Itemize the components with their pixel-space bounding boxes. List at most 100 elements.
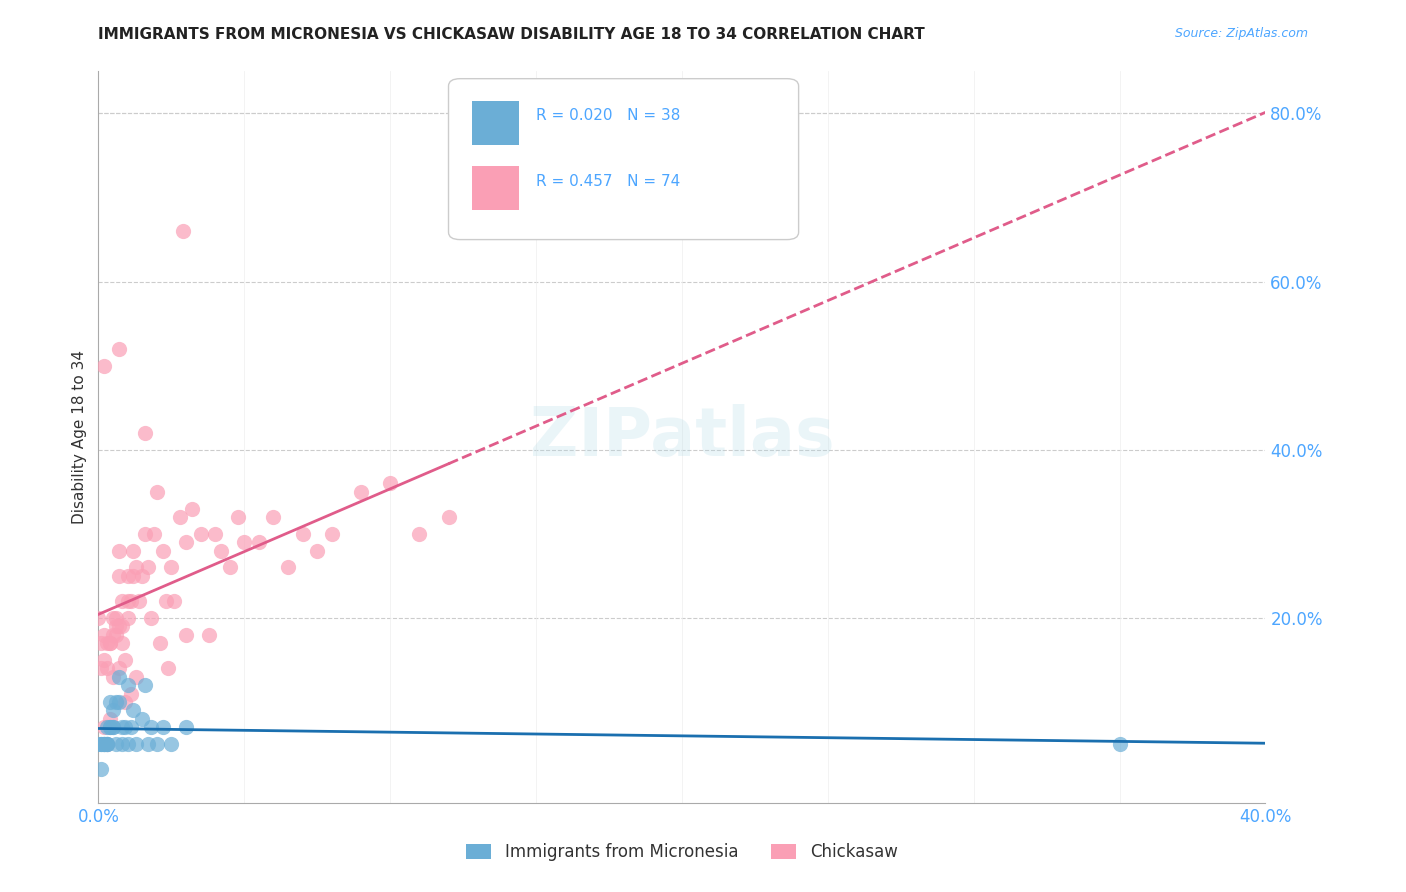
Chickasaw (120, 686, 142, 700)
Chickasaw (152, 543, 174, 558)
Chickasaw (198, 627, 221, 641)
Immigrants from Micronesia (98, 695, 121, 709)
Chickasaw (108, 569, 131, 583)
Immigrants from Micronesia (90, 737, 112, 751)
Immigrants from Micronesia (125, 737, 148, 751)
Chickasaw (122, 543, 145, 558)
Chickasaw (277, 560, 299, 574)
Chickasaw (350, 484, 373, 499)
Bar (472, 167, 519, 211)
Chickasaw (321, 526, 343, 541)
Immigrants from Micronesia (108, 670, 131, 684)
Chickasaw (93, 627, 115, 641)
Chickasaw (104, 627, 127, 641)
Chickasaw (98, 636, 121, 650)
Chickasaw (146, 484, 169, 499)
Chickasaw (218, 560, 240, 574)
Chickasaw (108, 661, 131, 675)
Immigrants from Micronesia (1108, 737, 1130, 751)
Chickasaw (96, 636, 118, 650)
Immigrants from Micronesia (96, 737, 118, 751)
Chickasaw (378, 476, 402, 491)
FancyBboxPatch shape (449, 78, 799, 240)
Immigrants from Micronesia (117, 678, 139, 692)
Text: ZIPatlas: ZIPatlas (530, 404, 834, 470)
Immigrants from Micronesia (96, 737, 118, 751)
Chickasaw (122, 569, 145, 583)
Immigrants from Micronesia (90, 762, 112, 776)
Immigrants from Micronesia (134, 678, 156, 692)
Chickasaw (142, 526, 165, 541)
Immigrants from Micronesia (101, 720, 124, 734)
Immigrants from Micronesia (131, 712, 153, 726)
Chickasaw (87, 611, 110, 625)
Immigrants from Micronesia (136, 737, 159, 751)
Immigrants from Micronesia (104, 695, 127, 709)
Text: IMMIGRANTS FROM MICRONESIA VS CHICKASAW DISABILITY AGE 18 TO 34 CORRELATION CHAR: IMMIGRANTS FROM MICRONESIA VS CHICKASAW … (98, 27, 925, 42)
Legend: Immigrants from Micronesia, Chickasaw: Immigrants from Micronesia, Chickasaw (460, 837, 904, 868)
Chickasaw (136, 560, 159, 574)
Chickasaw (108, 342, 131, 356)
Text: Source: ZipAtlas.com: Source: ZipAtlas.com (1174, 27, 1308, 40)
Chickasaw (98, 636, 121, 650)
Chickasaw (408, 526, 430, 541)
Chickasaw (101, 670, 124, 684)
Immigrants from Micronesia (98, 720, 121, 734)
Chickasaw (117, 594, 139, 608)
Immigrants from Micronesia (111, 720, 134, 734)
Chickasaw (125, 560, 148, 574)
Chickasaw (174, 535, 197, 549)
Chickasaw (134, 526, 156, 541)
Chickasaw (90, 636, 112, 650)
Chickasaw (125, 670, 148, 684)
Immigrants from Micronesia (101, 720, 124, 734)
Chickasaw (93, 359, 115, 373)
Chickasaw (172, 224, 194, 238)
Immigrants from Micronesia (152, 720, 174, 734)
Chickasaw (93, 653, 115, 667)
Chickasaw (160, 560, 183, 574)
Chickasaw (262, 510, 284, 524)
Chickasaw (155, 594, 177, 608)
Chickasaw (93, 720, 115, 734)
Immigrants from Micronesia (96, 720, 118, 734)
Bar (472, 101, 519, 145)
Immigrants from Micronesia (117, 737, 139, 751)
Chickasaw (291, 526, 314, 541)
Chickasaw (209, 543, 232, 558)
Chickasaw (96, 737, 118, 751)
Chickasaw (96, 661, 118, 675)
Immigrants from Micronesia (114, 720, 136, 734)
Immigrants from Micronesia (146, 737, 169, 751)
Chickasaw (180, 501, 202, 516)
Text: R = 0.020   N = 38: R = 0.020 N = 38 (536, 108, 681, 123)
Chickasaw (228, 510, 250, 524)
Chickasaw (174, 627, 197, 641)
Y-axis label: Disability Age 18 to 34: Disability Age 18 to 34 (72, 350, 87, 524)
Chickasaw (204, 526, 226, 541)
Chickasaw (117, 611, 139, 625)
Chickasaw (111, 594, 134, 608)
Chickasaw (114, 695, 136, 709)
Chickasaw (169, 510, 191, 524)
Chickasaw (101, 611, 124, 625)
Chickasaw (117, 569, 139, 583)
Chickasaw (233, 535, 256, 549)
Immigrants from Micronesia (160, 737, 183, 751)
Chickasaw (157, 661, 180, 675)
Chickasaw (111, 619, 134, 633)
Chickasaw (134, 425, 156, 440)
Immigrants from Micronesia (101, 703, 124, 717)
Immigrants from Micronesia (111, 737, 134, 751)
Chickasaw (101, 627, 124, 641)
Chickasaw (104, 611, 127, 625)
Chickasaw (163, 594, 186, 608)
Chickasaw (120, 594, 142, 608)
Immigrants from Micronesia (96, 737, 118, 751)
Immigrants from Micronesia (87, 737, 110, 751)
Immigrants from Micronesia (90, 737, 112, 751)
Immigrants from Micronesia (93, 737, 115, 751)
Chickasaw (190, 526, 212, 541)
Chickasaw (437, 510, 460, 524)
Chickasaw (108, 543, 131, 558)
